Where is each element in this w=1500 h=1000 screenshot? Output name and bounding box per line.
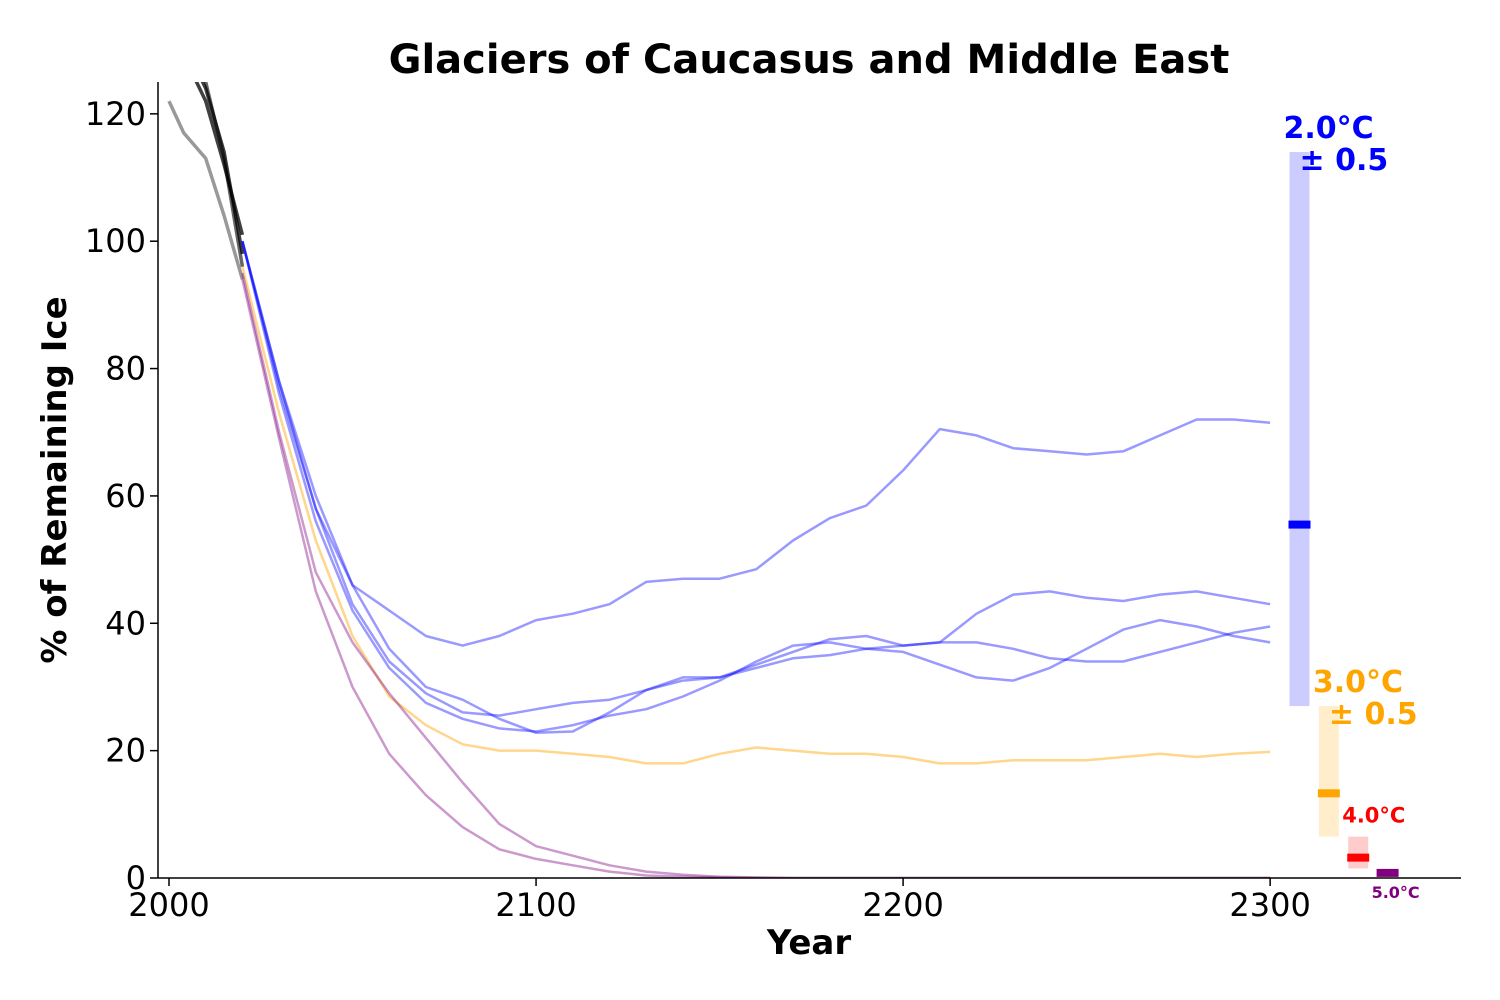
range-sublabel-0: ± 0.5 [1300, 143, 1389, 178]
historical-line-3 [167, 100, 245, 280]
y-ticks: 0 20 40 60 80 100 120 [85, 95, 158, 897]
y-tick-label-4: 80 [105, 350, 146, 388]
historical-line-1 [200, 82, 245, 255]
range-median-2 [1347, 853, 1370, 862]
y-tick-label-5: 100 [85, 222, 146, 260]
historical-line-2 [203, 82, 245, 267]
range-label-2: 4.0°C [1342, 804, 1405, 828]
range-sublabel-1: ± 0.5 [1329, 697, 1418, 732]
y-axis-title: % of Remaining Ice [35, 296, 75, 663]
scenario-line-0 [241, 240, 1271, 647]
range-bar-1 [1318, 706, 1339, 837]
range-label-0: 2.0°C [1284, 111, 1374, 146]
x-tick-label-2: 2200 [862, 886, 943, 924]
range-label-3: 5.0°C [1372, 883, 1420, 902]
x-axis-title: Year [766, 923, 852, 963]
range-median-3 [1376, 868, 1399, 877]
scenario-line-4 [241, 266, 1271, 765]
scenario-line-5 [241, 272, 1271, 878]
x-ticks: 2000 2100 2200 2300 [128, 878, 1311, 924]
scenario-series [241, 240, 1271, 878]
historical-series [167, 82, 245, 280]
scenario-line-6 [241, 279, 1271, 878]
x-tick-label-0: 2000 [128, 886, 209, 924]
scenario-line-1 [241, 240, 1271, 717]
y-tick-label-0: 0 [126, 859, 146, 897]
range-median-0 [1288, 520, 1311, 529]
y-tick-label-2: 40 [105, 604, 146, 642]
scenario-line-2 [241, 240, 1271, 735]
x-tick-label-1: 2100 [495, 886, 576, 924]
chart-title: Glaciers of Caucasus and Middle East [389, 37, 1230, 83]
x-tick-label-3: 2300 [1229, 886, 1310, 924]
scenario-line-3 [241, 240, 1271, 733]
y-tick-label-1: 20 [105, 732, 146, 770]
temperature-ranges: 2.0°C± 0.53.0°C± 0.54.0°C5.0°C [1284, 111, 1420, 902]
y-tick-label-3: 60 [105, 477, 146, 515]
range-bar-0 [1289, 152, 1310, 707]
y-tick-label-6: 120 [85, 95, 146, 133]
range-median-1 [1317, 789, 1340, 798]
range-bar-2 [1348, 836, 1369, 869]
range-label-1: 3.0°C [1313, 665, 1403, 700]
